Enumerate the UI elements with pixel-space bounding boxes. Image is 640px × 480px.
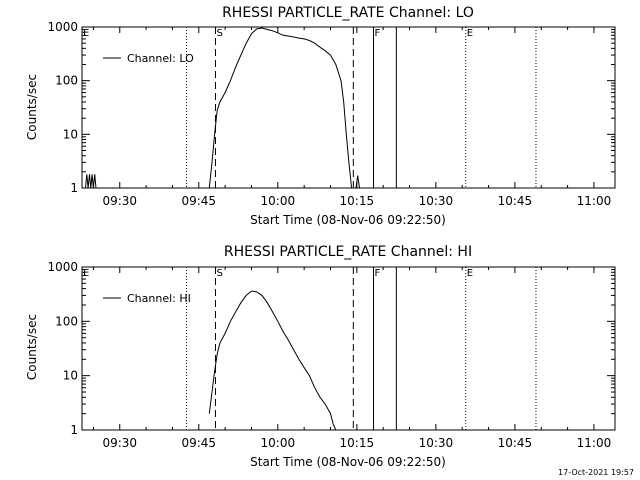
chart-title: RHESSI PARTICLE_RATE Channel: LO [222, 5, 474, 21]
event-marker-label: S [216, 268, 222, 279]
x-tick-label: 11:00 [577, 436, 612, 450]
y-tick-label: 1000 [47, 260, 78, 274]
y-axis-label: Counts/sec [25, 314, 39, 380]
legend: Channel: LO [103, 52, 194, 65]
event-marker-label: E [83, 28, 89, 39]
y-tick-label: 1 [70, 423, 78, 437]
series-line [208, 27, 353, 189]
chart-panel-lo: RHESSI PARTICLE_RATE Channel: LO Start T… [25, 5, 616, 227]
x-tick-label: 09:45 [181, 194, 216, 208]
event-marker-label: F [375, 28, 381, 39]
series-line [355, 175, 360, 189]
x-tick-label: 10:45 [498, 194, 533, 208]
y-tick-label: 100 [55, 314, 78, 328]
y-axis-label: Counts/sec [25, 74, 39, 140]
y-tick-label: 1 [70, 181, 78, 195]
x-tick-label: 09:30 [102, 194, 137, 208]
y-tick-label: 10 [63, 369, 78, 383]
y-tick-label: 100 [55, 74, 78, 88]
legend: Channel: HI [103, 292, 191, 305]
x-axis-label: Start Time (08-Nov-06 09:22:50) [250, 455, 446, 469]
x-axis-label: Start Time (08-Nov-06 09:22:50) [250, 213, 446, 227]
x-tick-label: 10:45 [498, 436, 533, 450]
series-line [208, 290, 337, 431]
chart-panel-hi: RHESSI PARTICLE_RATE Channel: HI Start T… [25, 244, 616, 469]
x-tick-label: 10:00 [261, 194, 296, 208]
x-tick-label: 11:00 [577, 194, 612, 208]
event-marker-label: E [467, 268, 473, 279]
y-tick-label: 1000 [47, 20, 78, 34]
series-line [85, 174, 97, 189]
event-marker-label: E [467, 28, 473, 39]
x-tick-label: 10:00 [261, 436, 296, 450]
x-tick-label: 10:30 [419, 436, 454, 450]
y-tick-label: 10 [63, 127, 78, 141]
x-tick-label: 10:15 [340, 436, 375, 450]
event-marker-label: S [216, 28, 222, 39]
plot-frame [81, 26, 616, 189]
x-tick-label: 10:15 [340, 194, 375, 208]
timestamp: 17-Oct-2021 19:57 [558, 468, 634, 477]
x-tick-label: 09:45 [181, 436, 216, 450]
x-tick-label: 10:30 [419, 194, 454, 208]
event-marker-label: F [375, 268, 381, 279]
chart-title: RHESSI PARTICLE_RATE Channel: HI [224, 244, 472, 260]
legend-label: Channel: LO [127, 52, 194, 65]
event-marker-label: E [83, 268, 89, 279]
legend-label: Channel: HI [127, 292, 191, 305]
x-tick-label: 09:30 [102, 436, 137, 450]
